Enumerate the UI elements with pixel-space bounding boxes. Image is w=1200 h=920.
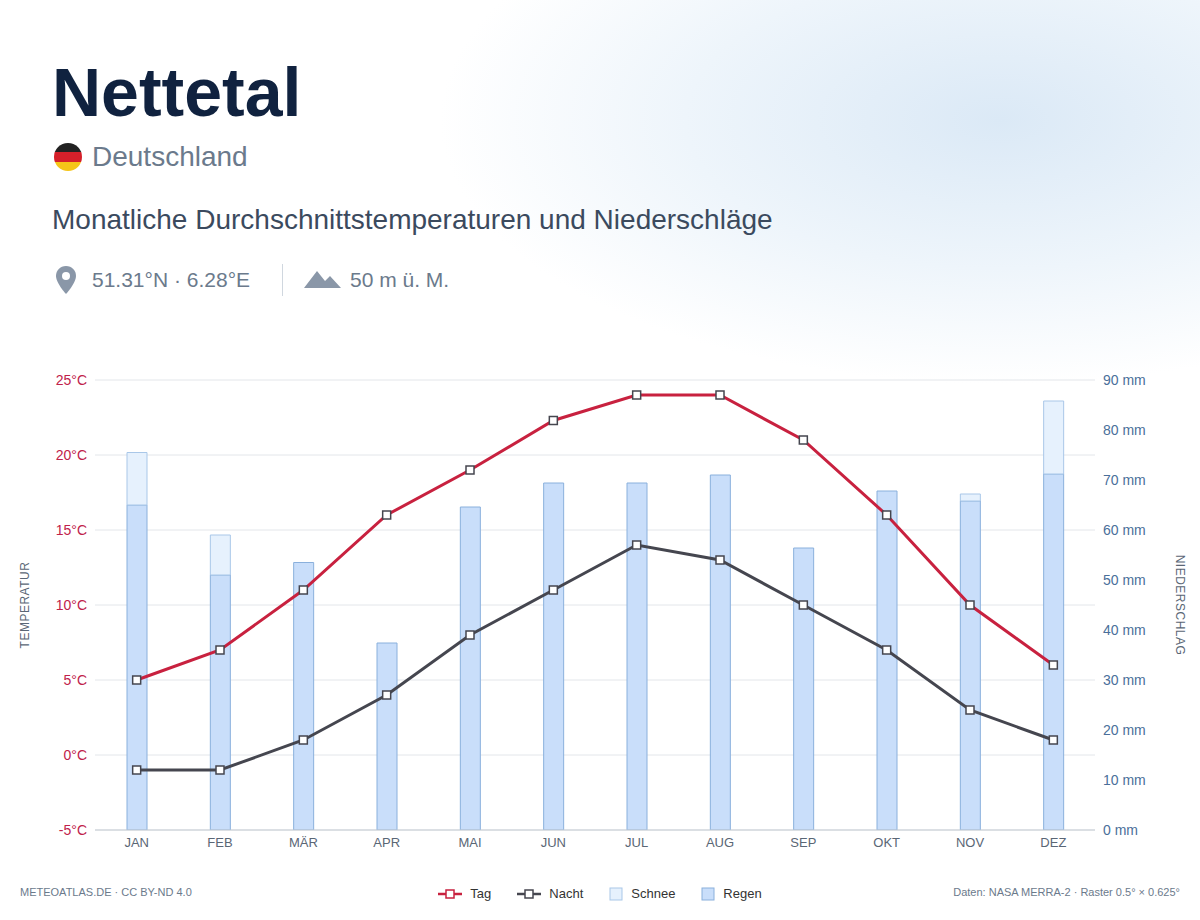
svg-text:JUN: JUN xyxy=(541,835,566,850)
html-text:Monatliche Durchschnittstemper: Monatliche Durchschnittstemperaturen und… xyxy=(52,204,773,235)
svg-text:10 mm: 10 mm xyxy=(1103,772,1146,788)
html-text:NIEDERSCHLAG: NIEDERSCHLAG xyxy=(1173,554,1187,656)
svg-text:JAN: JAN xyxy=(124,835,149,850)
html-text:METEOATLAS.DE · CC BY-ND 4.0: METEOATLAS.DE · CC BY-ND 4.0 xyxy=(20,886,192,898)
svg-text:10°C: 10°C xyxy=(56,597,87,613)
html-text:Nacht: Nacht xyxy=(549,886,584,901)
html-text:Tag: Tag xyxy=(470,886,492,901)
svg-text:-5°C: -5°C xyxy=(59,822,87,838)
svg-text:JUL: JUL xyxy=(625,835,648,850)
svg-text:APR: APR xyxy=(373,835,400,850)
html-text:Deutschland: Deutschland xyxy=(92,141,248,172)
svg-text:25°C: 25°C xyxy=(56,372,87,388)
svg-text:MÄR: MÄR xyxy=(289,835,318,850)
html-text:Daten: NASA MERRA-2 · Raster 0: Daten: NASA MERRA-2 · Raster 0.5° × 0.62… xyxy=(953,886,1180,898)
svg-text:30 mm: 30 mm xyxy=(1103,672,1146,688)
svg-text:60 mm: 60 mm xyxy=(1103,522,1146,538)
svg-text:20 mm: 20 mm xyxy=(1103,722,1146,738)
svg-text:40 mm: 40 mm xyxy=(1103,622,1146,638)
html-text:TEMPERATUR: TEMPERATUR xyxy=(18,561,32,649)
html-text:50 m ü. M.: 50 m ü. M. xyxy=(350,268,450,291)
svg-text:AUG: AUG xyxy=(706,835,734,850)
svg-text:90 mm: 90 mm xyxy=(1103,372,1146,388)
svg-text:NOV: NOV xyxy=(956,835,985,850)
svg-text:50 mm: 50 mm xyxy=(1103,572,1146,588)
svg-text:80 mm: 80 mm xyxy=(1103,422,1146,438)
svg-text:DEZ: DEZ xyxy=(1040,835,1066,850)
svg-text:5°C: 5°C xyxy=(64,672,88,688)
html-text:Regen: Regen xyxy=(723,886,762,901)
svg-text:OKT: OKT xyxy=(873,835,900,850)
html-text:Nettetal: Nettetal xyxy=(52,54,302,130)
svg-text:0 mm: 0 mm xyxy=(1103,822,1138,838)
html-text:51.31°N · 6.28°E: 51.31°N · 6.28°E xyxy=(92,268,251,291)
svg-text:0°C: 0°C xyxy=(64,747,88,763)
svg-text:15°C: 15°C xyxy=(56,522,87,538)
html-text:Schnee: Schnee xyxy=(631,886,676,901)
svg-text:FEB: FEB xyxy=(207,835,232,850)
svg-text:70 mm: 70 mm xyxy=(1103,472,1146,488)
svg-text:SEP: SEP xyxy=(790,835,816,850)
svg-text:20°C: 20°C xyxy=(56,447,87,463)
svg-text:MAI: MAI xyxy=(458,835,481,850)
